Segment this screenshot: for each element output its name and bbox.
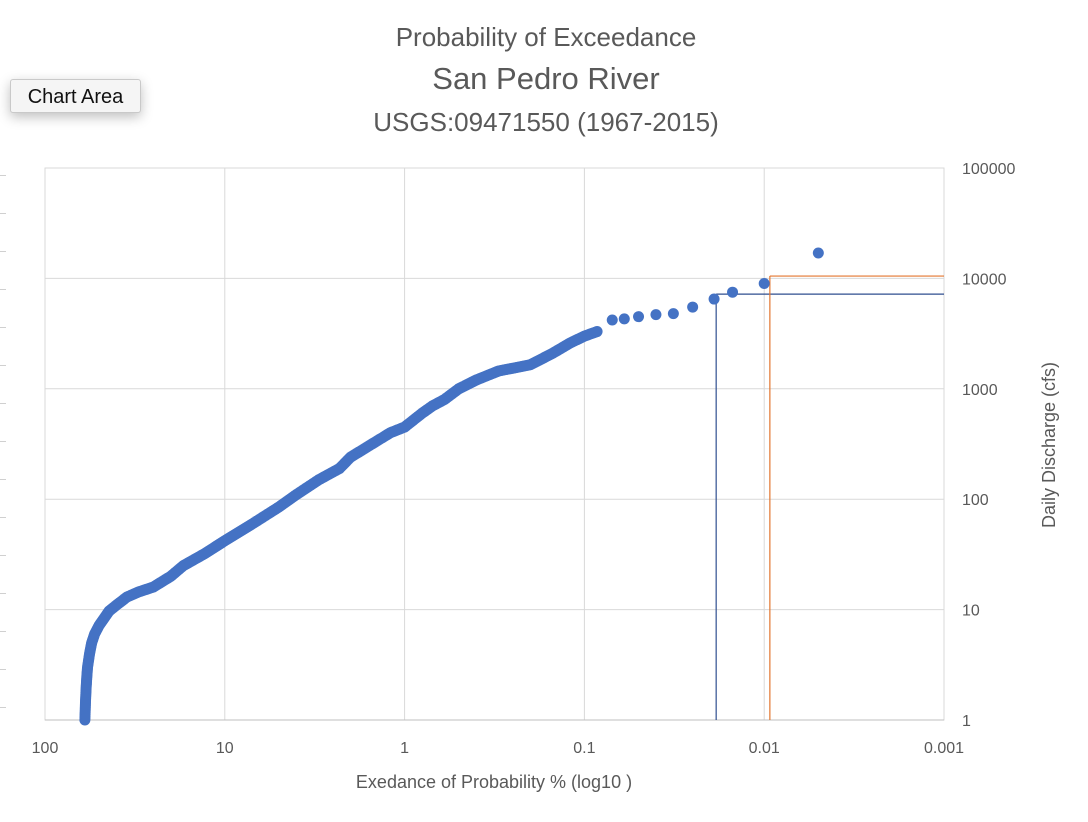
y-tick-label: 1000 xyxy=(962,382,998,399)
sheet-edge-tick xyxy=(0,631,6,632)
plot-marks xyxy=(79,247,944,726)
y-axis-label: Daily Discharge (cfs) xyxy=(1039,362,1059,528)
x-tick-label: 1 xyxy=(400,740,409,757)
x-tick-label: 0.01 xyxy=(749,740,780,757)
y-tick-label: 10 xyxy=(962,603,980,620)
data-point xyxy=(633,311,645,323)
sheet-edge-tick xyxy=(0,593,6,594)
data-point xyxy=(591,326,603,338)
chart-title-line-2: San Pedro River xyxy=(432,61,659,96)
sheet-edge-tick xyxy=(0,403,6,404)
x-tick-label: 0.001 xyxy=(924,740,964,757)
sheet-edge-tick xyxy=(0,517,6,518)
chart-title-line-3: USGS:09471550 (1967-2015) xyxy=(373,107,718,137)
sheet-edge-tick xyxy=(0,479,6,480)
sheet-edge-tick xyxy=(0,251,6,252)
sheet-edge-tick xyxy=(0,441,6,442)
data-point xyxy=(812,247,824,259)
plot-border xyxy=(44,167,945,721)
data-point xyxy=(708,293,720,305)
sheet-edge-tick xyxy=(0,365,6,366)
data-point xyxy=(606,314,618,326)
x-axis-label: Exedance of Probability % (log10 ) xyxy=(356,772,632,792)
chart-title-line-1: Probability of Exceedance xyxy=(396,22,697,52)
sheet-edge-tick xyxy=(0,175,6,176)
x-tick-label: 100 xyxy=(32,740,59,757)
data-point xyxy=(727,286,739,298)
sheet-edge-tick xyxy=(0,707,6,708)
sheet-edge-tick xyxy=(0,669,6,670)
grid xyxy=(44,167,945,721)
y-tick-label: 1 xyxy=(962,713,971,730)
sheet-edge-tick xyxy=(0,327,6,328)
y-tick-label: 100000 xyxy=(962,161,1015,178)
tick-labels: 100 10 1 0.1 0.01 0.001 1 10 100 1000 10000 100000 xyxy=(32,161,1016,757)
y-tick-label: 10000 xyxy=(962,271,1007,288)
x-tick-label: 10 xyxy=(216,740,234,757)
data-point xyxy=(758,277,770,289)
y-tick-label: 100 xyxy=(962,492,989,509)
data-point xyxy=(618,313,630,325)
chart-area-tooltip: Chart Area xyxy=(10,79,141,113)
data-point xyxy=(687,301,699,313)
sheet-edge-tick xyxy=(0,289,6,290)
data-point xyxy=(650,309,662,321)
sheet-edge-tick xyxy=(0,213,6,214)
data-point xyxy=(667,308,679,320)
sheet-edge-tick xyxy=(0,555,6,556)
x-tick-label: 0.1 xyxy=(573,740,595,757)
